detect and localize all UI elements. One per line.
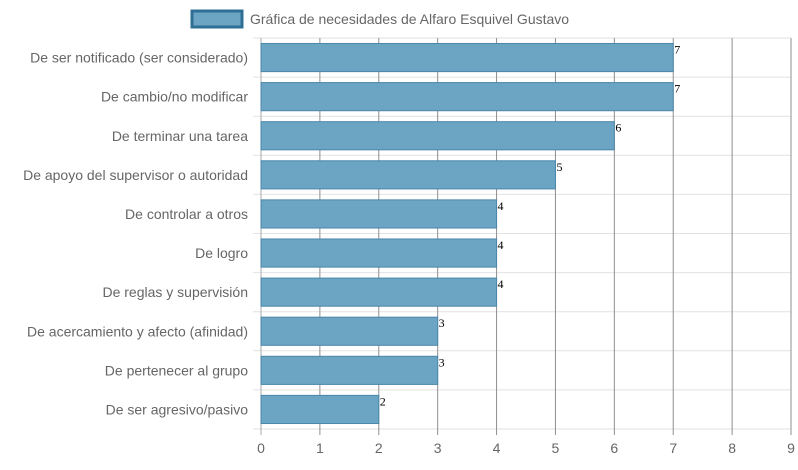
value-label: 4 (498, 238, 504, 252)
category-label: De pertenecer al grupo (105, 362, 248, 378)
bars (260, 42, 674, 425)
value-label: 6 (615, 121, 621, 135)
category-label: De ser notificado (ser considerado) (30, 50, 248, 66)
bar[interactable] (260, 316, 439, 346)
x-tick-label: 8 (728, 440, 736, 456)
bar[interactable] (260, 82, 674, 112)
category-label: De acercamiento y afecto (afinidad) (27, 323, 248, 339)
value-label: 7 (674, 42, 680, 56)
value-label: 4 (498, 199, 504, 213)
value-labels: 7 7 6 5 4 4 4 3 3 2 (380, 42, 680, 408)
x-tick-label: 4 (493, 440, 501, 456)
bar[interactable] (260, 238, 498, 268)
category-label: De cambio/no modificar (101, 89, 248, 105)
value-label: 4 (498, 277, 504, 291)
value-label: 2 (380, 394, 386, 408)
category-label: De reglas y supervisión (102, 284, 248, 300)
bar[interactable] (260, 355, 439, 385)
x-tick-label: 7 (669, 440, 677, 456)
x-tick-label: 5 (552, 440, 560, 456)
x-tick-label: 9 (787, 440, 795, 456)
category-label: De logro (195, 245, 248, 261)
bar[interactable] (260, 42, 674, 73)
value-label: 7 (674, 82, 680, 96)
chart-legend[interactable]: Gráfica de necesidades de Alfaro Esquive… (190, 9, 569, 29)
category-label: De terminar una tarea (112, 128, 248, 144)
legend-label: Gráfica de necesidades de Alfaro Esquive… (250, 11, 569, 27)
category-label: De ser agresivo/pasivo (106, 401, 249, 417)
category-label: De apoyo del supervisor o autoridad (23, 167, 248, 183)
value-label: 3 (439, 316, 445, 330)
horizontal-gridlines (253, 37, 791, 430)
x-tick-label: 2 (375, 440, 383, 456)
value-label: 3 (439, 355, 445, 369)
bar[interactable] (260, 277, 498, 307)
legend-swatch (190, 9, 244, 29)
x-tick-label: 1 (316, 440, 324, 456)
x-axis-ticks: 0 1 2 3 4 5 6 7 8 9 (257, 440, 795, 456)
bar[interactable] (260, 160, 556, 190)
x-tick-label: 3 (434, 440, 442, 456)
bar[interactable] (260, 394, 380, 425)
value-label: 5 (556, 160, 562, 174)
bar[interactable] (260, 199, 498, 229)
x-tick-label: 6 (610, 440, 618, 456)
category-labels: De ser notificado (ser considerado) De ca… (23, 50, 248, 418)
category-label: De controlar a otros (125, 206, 248, 222)
bar[interactable] (260, 121, 615, 151)
x-tick-label: 0 (257, 440, 265, 456)
